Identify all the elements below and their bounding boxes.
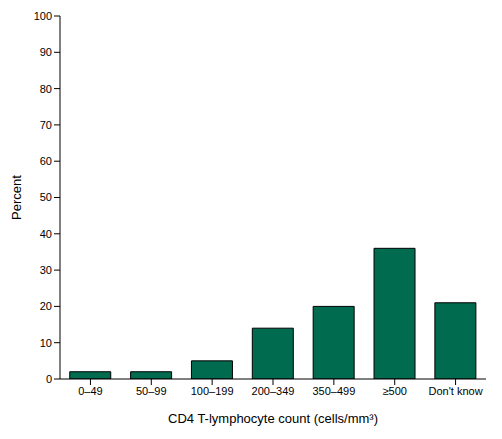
svg-text:Don't know: Don't know: [429, 385, 483, 397]
svg-text:30: 30: [40, 264, 52, 276]
svg-text:50: 50: [40, 191, 52, 203]
svg-text:Percent: Percent: [9, 175, 24, 220]
svg-text:70: 70: [40, 119, 52, 131]
svg-text:350–499: 350–499: [312, 385, 355, 397]
svg-text:50–99: 50–99: [136, 385, 167, 397]
svg-text:80: 80: [40, 83, 52, 95]
svg-text:90: 90: [40, 46, 52, 58]
svg-text:100–199: 100–199: [191, 385, 234, 397]
svg-text:0: 0: [46, 373, 52, 385]
svg-text:60: 60: [40, 155, 52, 167]
svg-text:100: 100: [34, 10, 52, 22]
svg-text:40: 40: [40, 228, 52, 240]
svg-text:CD4 T-lymphocyte count (cells/: CD4 T-lymphocyte count (cells/mm³): [168, 411, 378, 426]
svg-text:200–349: 200–349: [252, 385, 295, 397]
svg-text:20: 20: [40, 300, 52, 312]
svg-text:10: 10: [40, 337, 52, 349]
svg-text:≥500: ≥500: [383, 385, 407, 397]
svg-text:0–49: 0–49: [78, 385, 102, 397]
